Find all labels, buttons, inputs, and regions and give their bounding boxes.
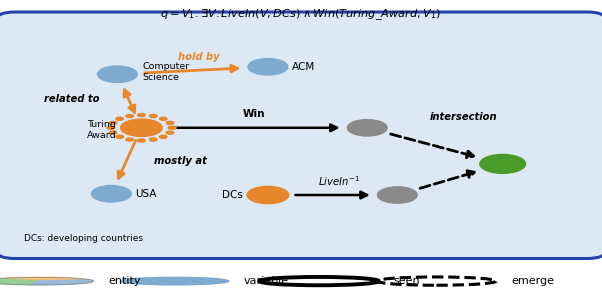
Text: variable: variable [244, 276, 289, 286]
Circle shape [116, 117, 123, 120]
Circle shape [116, 135, 123, 138]
Wedge shape [29, 280, 93, 285]
Circle shape [480, 154, 526, 173]
Text: Turing
Award: Turing Award [87, 120, 116, 140]
Text: $LiveIn^{-1}$: $LiveIn^{-1}$ [318, 174, 359, 188]
Text: emerge: emerge [511, 276, 554, 286]
Text: entity: entity [108, 276, 141, 286]
Circle shape [109, 121, 117, 124]
Circle shape [347, 120, 387, 136]
Circle shape [120, 119, 163, 136]
FancyBboxPatch shape [0, 12, 602, 259]
Circle shape [247, 186, 289, 204]
Circle shape [160, 117, 167, 120]
Wedge shape [0, 277, 90, 281]
Text: mostly at: mostly at [154, 156, 207, 166]
Text: hold by: hold by [178, 52, 220, 62]
Text: related to: related to [45, 94, 100, 103]
Text: $q = V_1.\exists V.LiveIn(V,DCs) \wedge Win(Turing\_Award,V_1)$: $q = V_1.\exists V.LiveIn(V,DCs) \wedge … [160, 8, 442, 22]
Text: USA: USA [135, 189, 157, 199]
Text: Win: Win [243, 109, 265, 119]
Circle shape [92, 186, 131, 202]
Text: ACM: ACM [292, 62, 315, 72]
Circle shape [109, 131, 117, 134]
Circle shape [107, 126, 114, 129]
Circle shape [160, 135, 167, 138]
Circle shape [248, 58, 288, 75]
Text: DCs: developing countries: DCs: developing countries [24, 234, 143, 243]
Circle shape [98, 66, 137, 82]
Text: seen: seen [394, 276, 420, 286]
Circle shape [126, 138, 134, 141]
Circle shape [138, 113, 145, 117]
Circle shape [138, 139, 145, 142]
Text: Computer
Science: Computer Science [143, 62, 190, 82]
Circle shape [126, 115, 134, 118]
Circle shape [166, 131, 174, 134]
Circle shape [377, 187, 417, 203]
Circle shape [149, 115, 157, 118]
Circle shape [120, 277, 229, 285]
Circle shape [166, 121, 174, 124]
Text: DCs: DCs [222, 190, 243, 200]
Circle shape [169, 126, 176, 129]
Wedge shape [0, 279, 39, 285]
Text: intersection: intersection [430, 112, 497, 122]
Circle shape [149, 138, 157, 141]
